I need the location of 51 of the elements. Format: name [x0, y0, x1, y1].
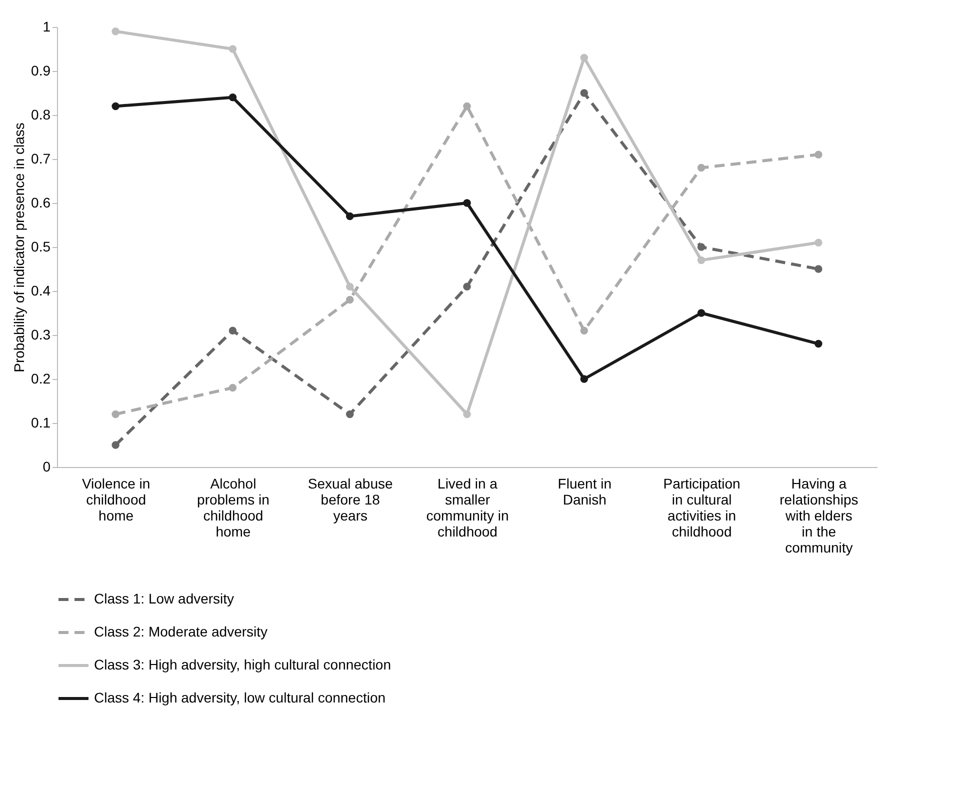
y-tick-label: 0.3: [31, 326, 51, 342]
point: [112, 102, 120, 110]
point: [814, 340, 822, 348]
point: [112, 441, 120, 449]
legend-label: Class 3: High adversity, high cultural connection: [94, 656, 392, 672]
x-tick-label: Participation in cultural activities in childhood: [663, 476, 740, 540]
point: [697, 256, 706, 264]
point: [228, 45, 237, 53]
point: [112, 410, 120, 418]
point: [463, 282, 471, 290]
y-tick-label: 0.6: [31, 194, 51, 210]
point: [580, 375, 588, 383]
point: [463, 199, 471, 207]
y-tick-label: 0.8: [31, 106, 51, 122]
point: [580, 54, 588, 62]
point: [346, 212, 354, 220]
y-tick-label: 0.7: [31, 150, 51, 166]
y-tick-label: 0.1: [31, 414, 51, 430]
point: [814, 150, 822, 158]
legend-label: Class 2: Moderate adversity: [94, 624, 268, 640]
point: [346, 296, 354, 304]
y-axis-title: Probability of indicator presence in class: [11, 122, 28, 372]
point: [463, 410, 471, 418]
point: [346, 410, 354, 418]
point: [228, 384, 237, 392]
point: [112, 28, 120, 36]
point: [580, 326, 588, 334]
point: [463, 102, 471, 110]
y-tick-label: 0.5: [31, 238, 51, 254]
y-tick-label: 0.2: [31, 370, 51, 386]
point: [228, 94, 237, 102]
x-tick-label: Having a relationships with elders in the community: [780, 476, 858, 556]
point: [814, 265, 822, 273]
point: [697, 164, 706, 172]
x-tick-label: Sexual abuse before 18 years: [308, 476, 393, 524]
x-tick-label: Violence in childhood home: [82, 476, 150, 524]
x-tick-label: Lived in a smaller community in childhood: [426, 476, 509, 540]
x-tick-label: Fluent in Danish: [558, 476, 612, 508]
point: [580, 89, 588, 97]
point: [697, 243, 706, 251]
legend-label: Class 4: High adversity, low cultural connection: [94, 690, 386, 706]
x-tick-label: Alcohol problems in childhood home: [197, 476, 270, 540]
y-tick-label: 0.4: [31, 282, 51, 298]
point: [814, 238, 822, 246]
y-tick-label: 1: [42, 18, 51, 34]
point: [697, 309, 706, 317]
legend-label: Class 1: Low adversity: [94, 590, 234, 606]
point: [228, 326, 237, 334]
y-tick-label: 0.9: [31, 62, 51, 78]
y-tick-label: 0: [42, 458, 51, 474]
point: [346, 282, 354, 290]
